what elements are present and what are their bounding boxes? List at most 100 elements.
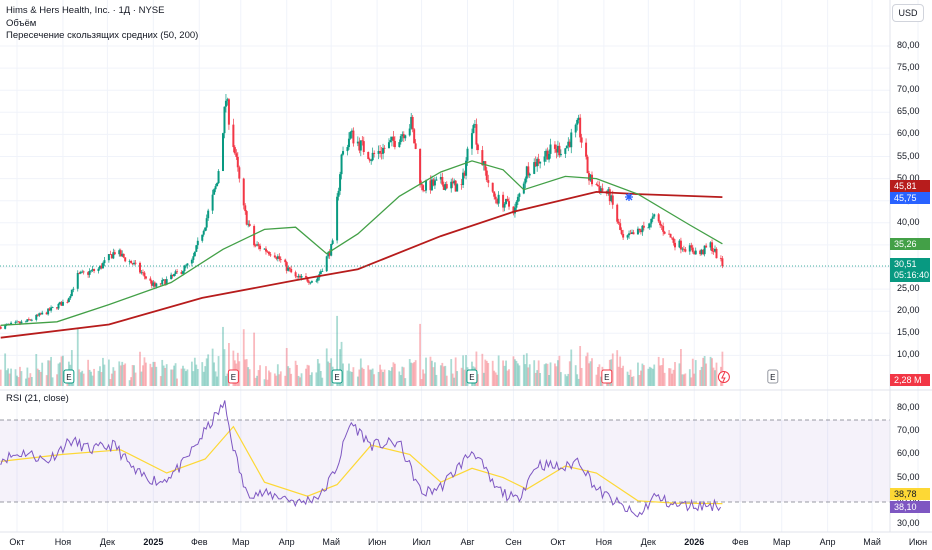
volume-bar	[663, 372, 666, 386]
volume-bar	[349, 371, 352, 386]
candle	[88, 271, 91, 275]
candle	[628, 233, 631, 236]
candle	[390, 136, 393, 141]
volume-bar	[142, 365, 144, 386]
svg-text:E: E	[770, 373, 775, 382]
candle	[110, 254, 113, 259]
volume-bar	[678, 363, 681, 386]
volume-legend[interactable]: Объём	[6, 17, 37, 29]
candle	[113, 252, 116, 255]
volume-bar	[714, 370, 716, 386]
volume-bar	[494, 372, 497, 386]
volume-bar	[580, 367, 583, 386]
volume-bar	[287, 366, 290, 386]
volume-bar	[294, 360, 297, 386]
volume-bar	[118, 361, 121, 386]
volume-bar	[709, 356, 712, 386]
candle	[294, 272, 297, 277]
volume-bar	[39, 371, 42, 386]
volume-bar	[107, 359, 110, 386]
candle	[491, 182, 494, 192]
candle	[548, 153, 551, 160]
volume-bar	[597, 366, 599, 386]
volume-bar	[441, 362, 444, 386]
candle	[641, 225, 644, 233]
candle	[522, 183, 525, 194]
time-tick: Окт	[9, 537, 25, 547]
ma50-badge: 35,26	[890, 238, 930, 250]
candle	[444, 184, 447, 190]
candle	[435, 179, 438, 181]
volume-bar	[514, 359, 516, 386]
volume-bar	[110, 373, 113, 386]
candle	[321, 271, 324, 272]
candle	[207, 210, 210, 219]
rsi-legend[interactable]: RSI (21, close)	[6, 393, 69, 404]
volume-bar	[134, 372, 137, 386]
candle	[226, 99, 229, 101]
candle	[244, 205, 247, 212]
candle	[217, 171, 220, 184]
volume-bar	[660, 365, 663, 386]
candle	[392, 136, 395, 141]
candle	[546, 150, 549, 160]
volume-bar	[641, 363, 644, 386]
candle	[285, 262, 288, 271]
candle	[419, 148, 422, 184]
candle	[20, 321, 23, 324]
symbol-title[interactable]: Hims & Hers Health, Inc. · 1Д · NYSE	[6, 5, 165, 16]
volume-bar	[414, 360, 417, 386]
candle	[413, 129, 416, 144]
volume-bar	[47, 360, 50, 386]
candle	[278, 256, 281, 260]
volume-bar	[238, 361, 241, 386]
candle	[112, 252, 115, 259]
candle	[276, 256, 279, 259]
volume-bar	[164, 367, 167, 386]
candle	[247, 223, 250, 225]
price-tick: 25,00	[897, 283, 920, 294]
volume-bar	[380, 369, 383, 386]
candle	[315, 280, 318, 282]
candle	[556, 145, 559, 153]
candle	[267, 251, 270, 255]
volume-bar	[659, 365, 662, 386]
candle	[712, 251, 715, 252]
volume-bar	[185, 371, 187, 386]
volume-bar	[370, 369, 373, 386]
candle	[482, 161, 485, 166]
candle	[336, 196, 339, 241]
candle	[256, 244, 259, 246]
candle	[484, 161, 487, 171]
time-tick: Дек	[640, 537, 656, 547]
earnings-icon: E	[227, 369, 239, 384]
volume-bar	[352, 367, 355, 386]
volume-bar	[78, 369, 81, 386]
volume-bar	[423, 373, 426, 386]
candle	[38, 313, 41, 316]
candle	[568, 141, 571, 148]
currency-button[interactable]: USD	[892, 4, 924, 22]
volume-bar	[315, 372, 318, 386]
candle	[377, 151, 380, 154]
candle	[533, 162, 536, 174]
svg-text:E: E	[604, 373, 609, 382]
volume-bar	[48, 360, 51, 386]
candle	[636, 228, 639, 235]
time-tick: Авг	[460, 537, 475, 547]
candle	[17, 321, 20, 323]
volume-bar	[408, 359, 411, 386]
volume-bar	[518, 365, 521, 386]
volume-bar	[228, 343, 230, 386]
volume-bar	[5, 370, 8, 386]
candle	[342, 151, 345, 155]
candle	[103, 260, 106, 264]
ma-legend[interactable]: Пересечение скользящих средних (50, 200)	[6, 30, 199, 41]
volume-bar	[173, 365, 175, 386]
volume-bar	[460, 367, 463, 386]
candle	[214, 186, 217, 190]
candle	[66, 301, 69, 303]
volume-bar	[585, 356, 587, 386]
candle	[78, 272, 81, 274]
